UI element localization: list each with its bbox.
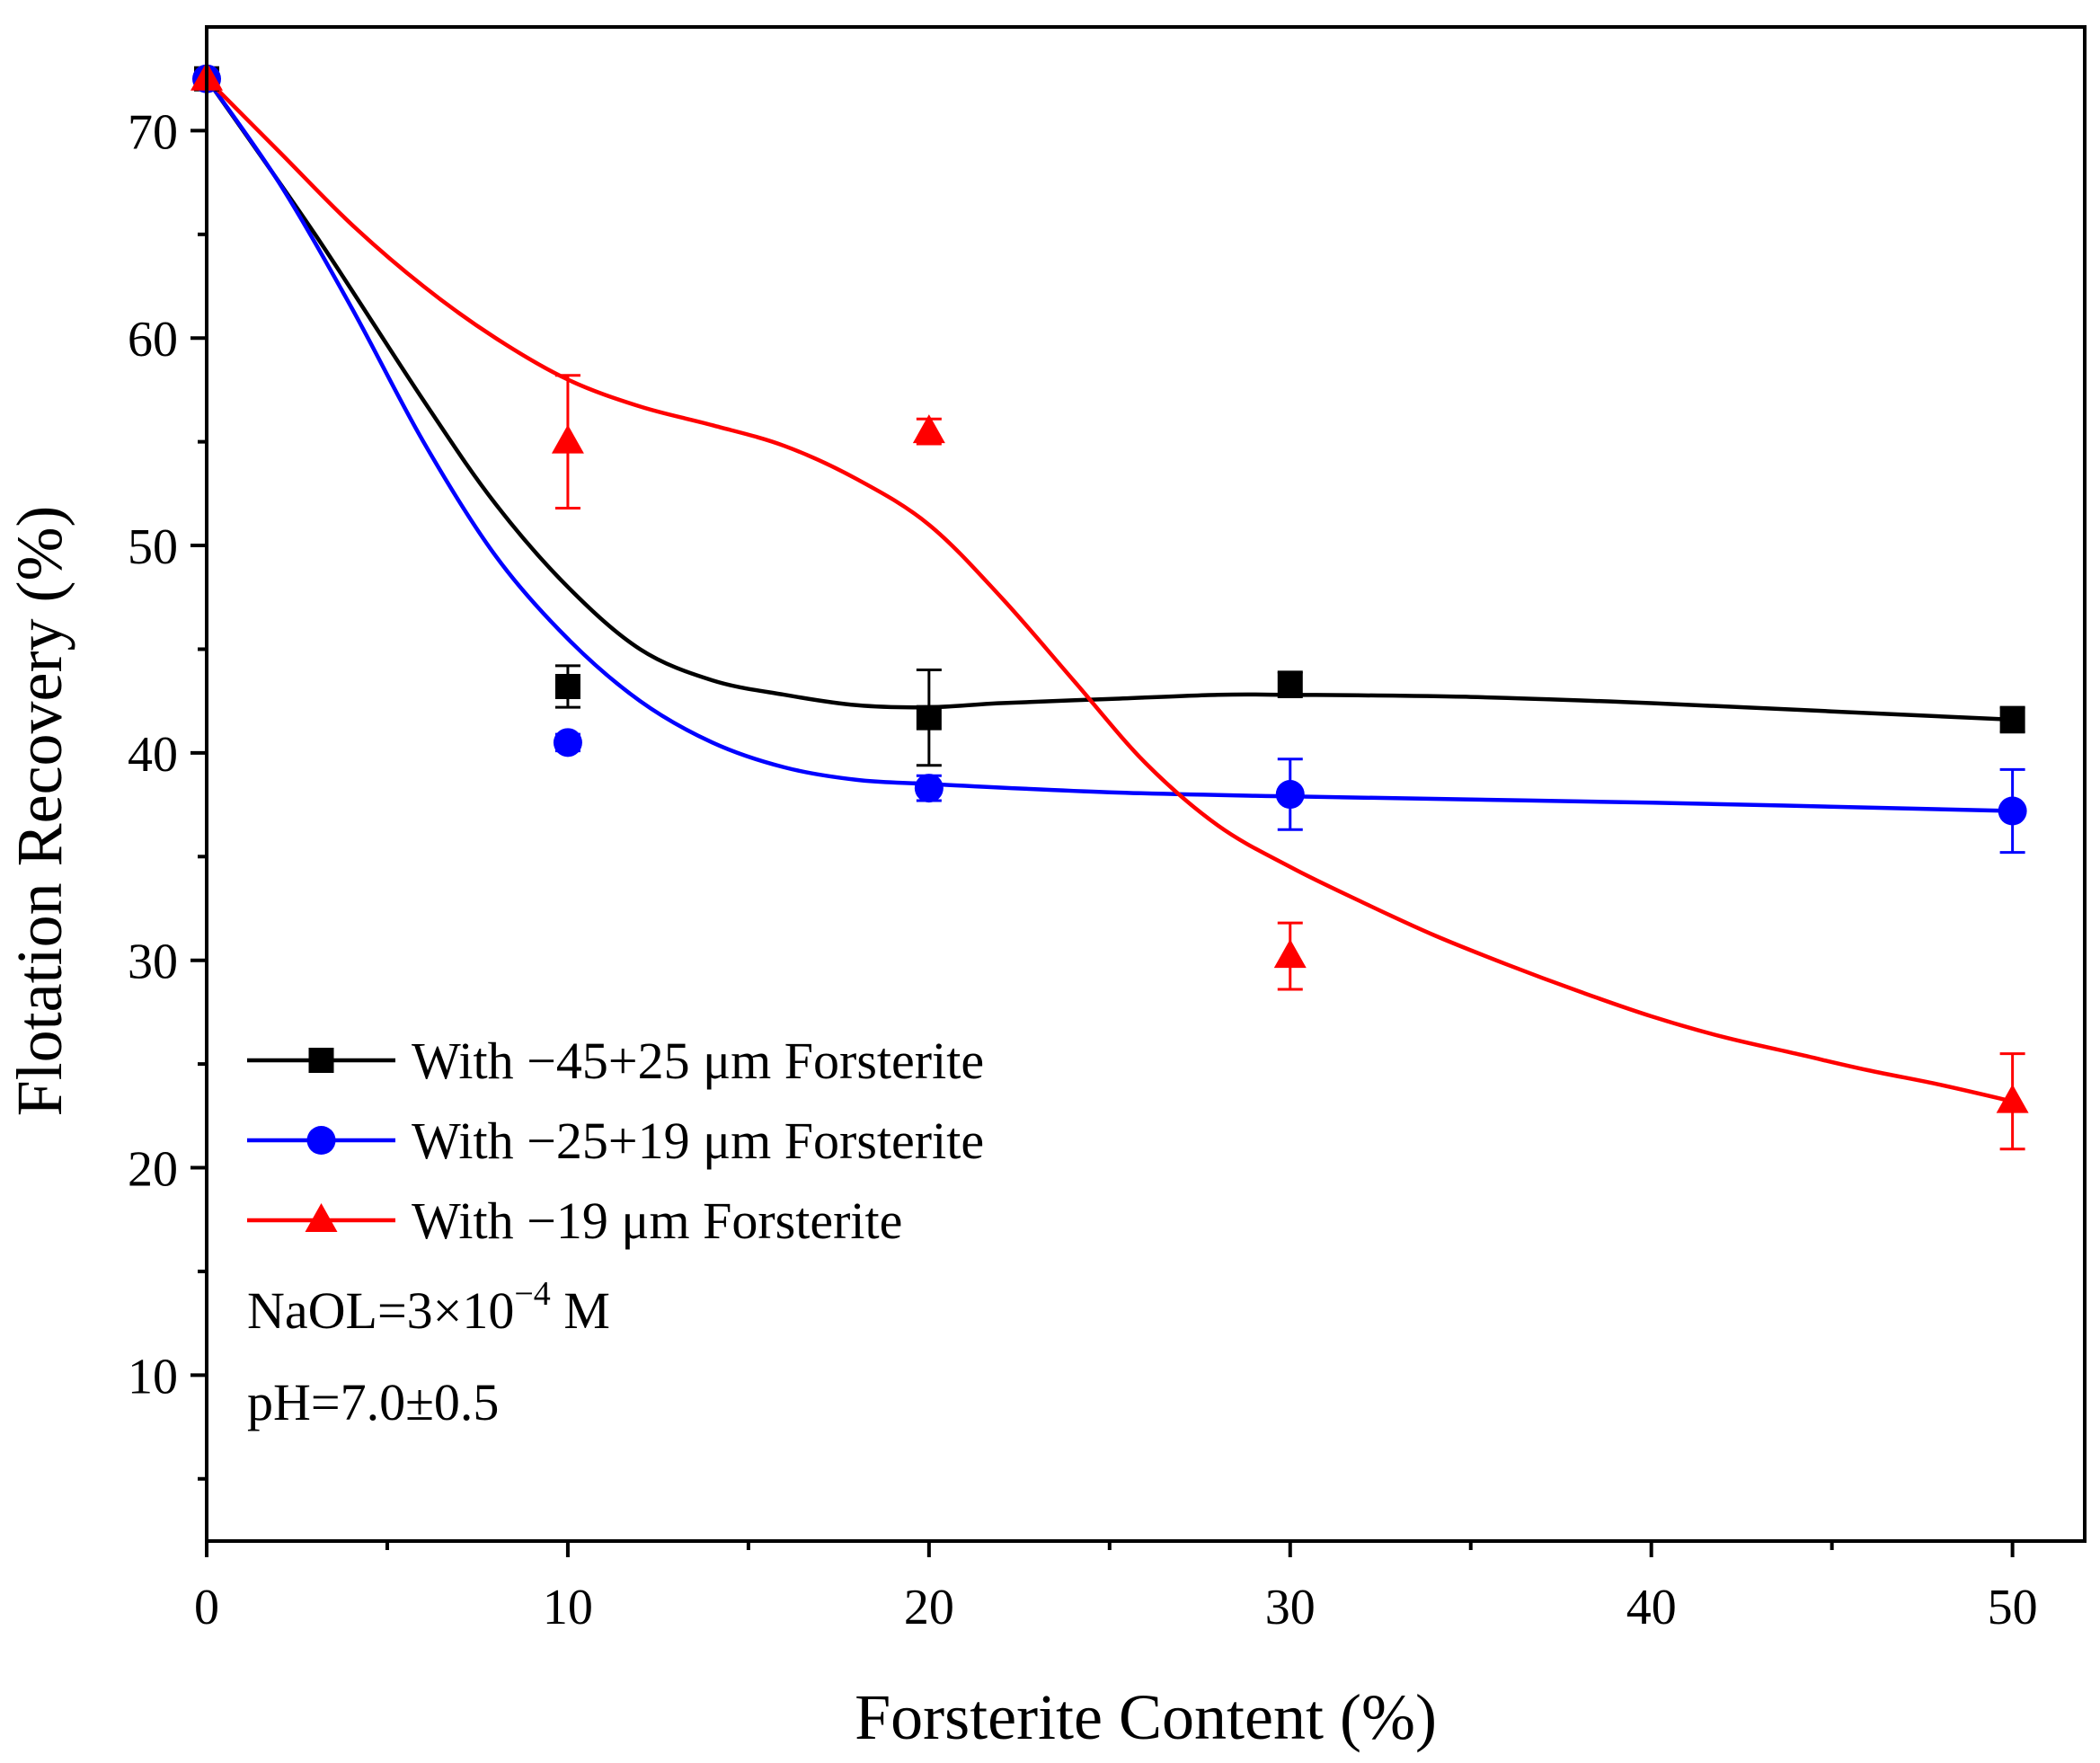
- annotation-naol-unit: M: [551, 1281, 610, 1340]
- fit-curve-circle: [205, 77, 2013, 813]
- x-tick-label: 0: [194, 1580, 219, 1635]
- data-point-square: [1999, 706, 2025, 732]
- annotation-naol-base: NaOL=3×10: [247, 1281, 514, 1340]
- x-tick-label: 40: [1626, 1580, 1677, 1635]
- y-tick-label: 60: [128, 312, 178, 368]
- y-tick-label: 40: [128, 727, 178, 783]
- annotation-ph: pH=7.0±0.5: [247, 1373, 499, 1431]
- legend-entry: With −19 μm Forsterite: [247, 1192, 902, 1250]
- data-point-triangle: [912, 414, 945, 444]
- y-tick-label: 70: [128, 104, 178, 160]
- x-tick-label: 20: [904, 1580, 954, 1635]
- y-tick-label: 50: [128, 519, 178, 575]
- legend-label: With −25+19 μm Forsterite: [412, 1112, 984, 1170]
- error-bars: [194, 66, 2025, 1151]
- data-point-triangle: [1273, 939, 1307, 969]
- legend-marker-circle: [306, 1126, 336, 1155]
- data-point-triangle: [551, 424, 584, 454]
- data-point-circle: [914, 774, 944, 803]
- fit-curve-square: [205, 77, 2013, 722]
- y-axis-title: Flotation Recovery (%): [4, 506, 75, 1117]
- x-axis-title: Forsterite Content (%): [855, 1681, 1437, 1753]
- annotation-naol: NaOL=3×10−4 M: [247, 1275, 610, 1340]
- legend-marker-square: [308, 1048, 334, 1073]
- legend-label: With −19 μm Forsterite: [412, 1192, 902, 1250]
- data-point-square: [916, 704, 942, 731]
- data-point-square: [554, 674, 580, 700]
- legend-label: With −45+25 μm Forsterite: [412, 1032, 984, 1090]
- y-tick-label: 10: [128, 1349, 178, 1404]
- x-tick-label: 50: [1988, 1580, 2038, 1635]
- y-tick-label: 20: [128, 1142, 178, 1198]
- fit-curve-triangle: [205, 77, 2014, 1103]
- data-markers: [191, 61, 2029, 1113]
- x-tick-label: 10: [543, 1580, 593, 1635]
- legend: With −45+25 μm Forsterite With −25+19 μm …: [247, 1032, 984, 1250]
- annotation-naol-exponent: −4: [514, 1275, 550, 1313]
- data-point-triangle: [1996, 1084, 2029, 1113]
- data-point-circle: [553, 728, 582, 757]
- x-tick-label: 30: [1265, 1580, 1316, 1635]
- data-point-circle: [1275, 780, 1305, 810]
- plot-frame: [205, 25, 2087, 1543]
- legend-entry: With −25+19 μm Forsterite: [247, 1112, 984, 1170]
- y-tick-label: 30: [128, 935, 178, 990]
- axis-ticks: 0 10 20 30 40 50 10 20 30 40 50 60 70: [128, 104, 2038, 1635]
- data-point-circle: [1998, 796, 2027, 826]
- fit-curves: [205, 77, 2014, 1103]
- legend-marker-triangle: [305, 1203, 338, 1232]
- data-point-square: [1277, 671, 1303, 697]
- legend-entry: With −45+25 μm Forsterite: [247, 1032, 984, 1090]
